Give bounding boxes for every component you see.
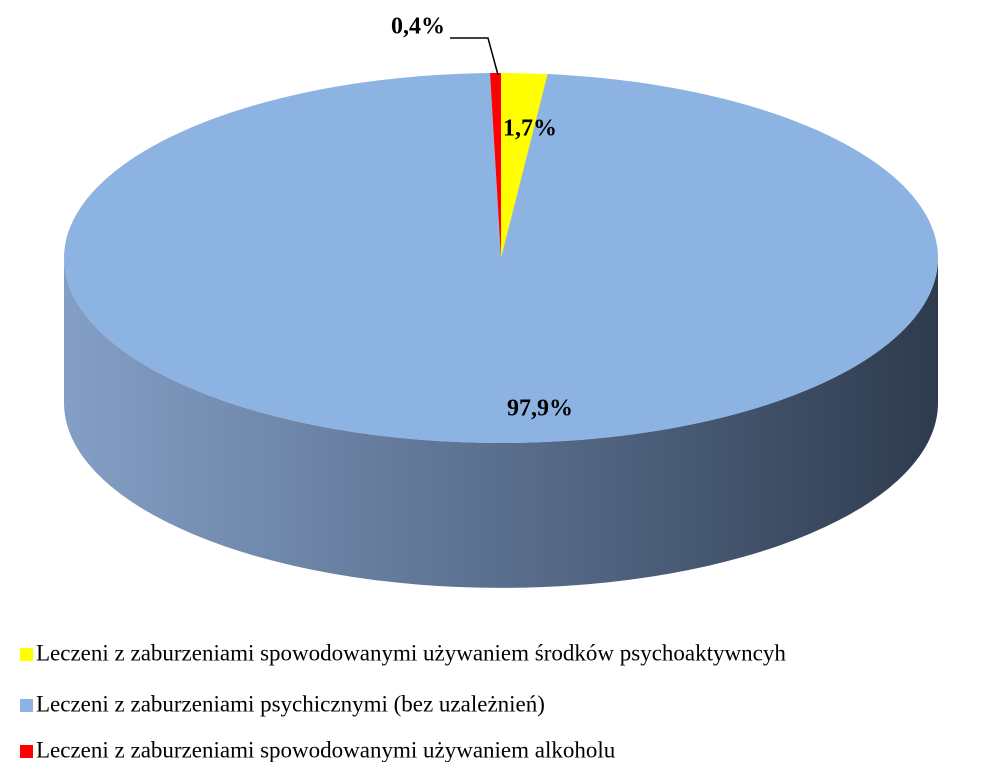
pie-slice [64,73,939,444]
pie-slice [501,73,548,258]
legend-label: Leczeni z zaburzeniami spowodowanymi uży… [36,737,616,762]
data-label: 0,4% [391,14,445,40]
leader-line [450,37,499,76]
pie-side [64,258,938,588]
pie-slice [490,73,501,258]
data-label: 97,9% [507,396,573,422]
legend-swatch [20,648,33,661]
data-label: 1,7% [503,116,557,142]
legend-swatch [20,699,33,712]
legend-label: Leczeni z zaburzeniami psychicznymi (bez… [36,691,545,716]
legend-swatch [20,745,33,758]
legend-label: Leczeni z zaburzeniami spowodowanymi uży… [36,640,786,665]
